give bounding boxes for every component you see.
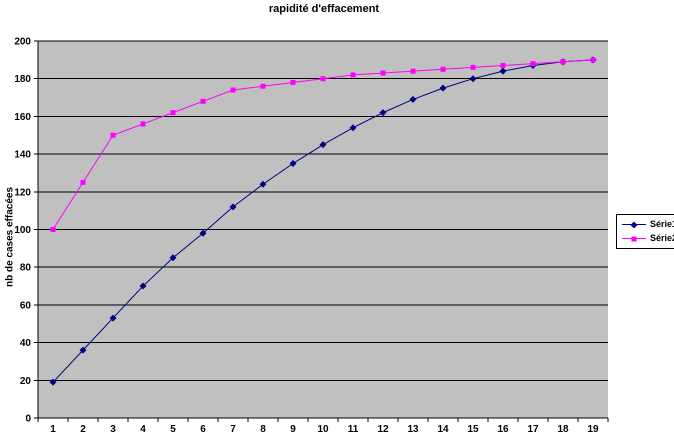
legend-item-serie2: Série2 (622, 234, 674, 243)
data-point-marker (469, 75, 477, 83)
y-tick-label: 160 (14, 112, 31, 123)
legend: Série1 Série2 (616, 214, 674, 249)
y-tick-label: 60 (20, 300, 32, 311)
x-tick-label: 2 (80, 424, 86, 435)
data-point-marker (109, 314, 117, 322)
x-tick-label: 11 (348, 424, 359, 435)
data-point-marker (110, 132, 116, 138)
y-tick-label: 120 (14, 187, 31, 198)
data-point-marker (320, 76, 326, 82)
x-tick-label: 18 (557, 424, 569, 435)
x-tick-label: 4 (140, 424, 146, 435)
y-tick-label: 140 (14, 150, 31, 161)
data-point-marker (290, 79, 296, 85)
x-tick-label: 17 (527, 424, 539, 435)
x-tick-label: 19 (587, 424, 599, 435)
data-point-marker (350, 72, 356, 78)
data-point-marker (200, 98, 206, 104)
y-tick-label: 0 (25, 414, 31, 425)
data-point-marker (139, 282, 147, 290)
x-tick-label: 5 (170, 424, 176, 435)
data-point-marker (470, 64, 476, 70)
data-point-marker (230, 87, 236, 93)
axes (34, 40, 609, 422)
gridlines (38, 40, 608, 381)
y-tick-label: 100 (14, 225, 31, 236)
legend-label-serie2: Série2 (650, 233, 674, 243)
data-point-marker (229, 203, 237, 211)
x-tick-label: 6 (200, 424, 206, 435)
data-point-marker (259, 180, 267, 188)
data-point-marker (379, 109, 387, 117)
data-point-marker (349, 124, 357, 132)
data-point-marker (49, 378, 57, 386)
chart-title: rapidité d'effacement (268, 3, 380, 15)
series-Série2 (50, 57, 596, 232)
data-point-marker (319, 141, 327, 149)
data-point-marker (80, 179, 86, 185)
x-tick-label: 3 (110, 424, 116, 435)
data-point-marker (500, 63, 506, 69)
legend-label-serie1: Série1 (650, 219, 674, 229)
y-tick-label: 40 (20, 338, 32, 349)
data-point-marker (199, 229, 207, 237)
data-point-marker (499, 67, 507, 75)
data-point-marker (260, 83, 266, 89)
data-point-marker (560, 59, 566, 65)
y-tick-label: 200 (14, 37, 31, 48)
data-point-marker (79, 346, 87, 354)
data-point-marker (50, 227, 56, 232)
x-tick-label: 15 (467, 424, 479, 435)
x-tick-label: 9 (290, 424, 296, 435)
data-point-marker (410, 68, 416, 74)
x-tick-label: 12 (377, 424, 389, 435)
y-tick-label: 20 (20, 376, 32, 387)
x-tick-label: 16 (497, 424, 509, 435)
data-point-marker (440, 66, 446, 72)
x-tick-label: 13 (407, 424, 419, 435)
x-tick-label: 7 (230, 424, 236, 435)
data-point-marker (409, 95, 417, 103)
data-point-marker (590, 57, 596, 63)
x-tick-label: 10 (317, 424, 329, 435)
x-tick-label: 14 (437, 424, 449, 435)
data-point-marker (169, 254, 177, 262)
y-tick-label: 80 (20, 263, 32, 274)
serie2-line-square-icon (622, 235, 646, 242)
x-tick-label: 8 (260, 424, 266, 435)
data-point-marker (439, 84, 447, 92)
data-point-marker (289, 160, 297, 168)
data-point-marker (170, 110, 176, 116)
data-point-marker (380, 70, 386, 76)
y-tick-label: 180 (14, 74, 31, 85)
data-point-marker (140, 121, 146, 127)
x-tick-label: 1 (50, 424, 56, 435)
legend-item-serie1: Série1 (622, 220, 674, 229)
data-point-marker (530, 61, 536, 67)
serie1-line-diamond-icon (622, 220, 646, 229)
